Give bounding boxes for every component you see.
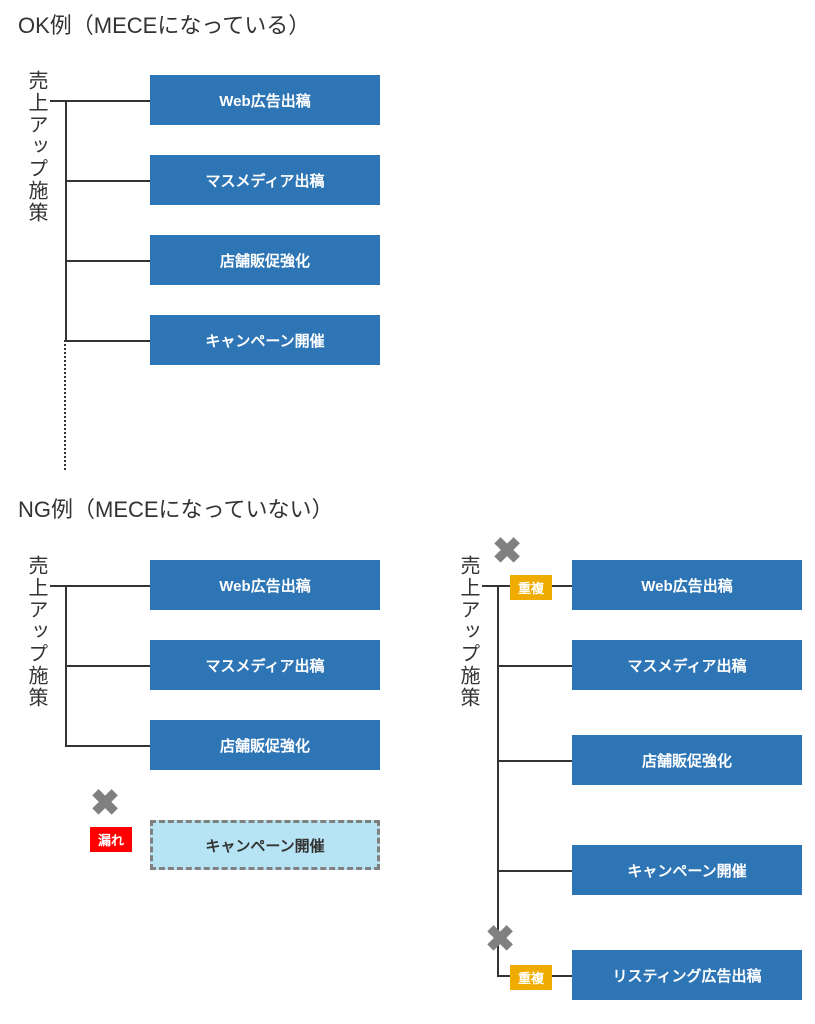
x-mark-icon: ✖ — [485, 918, 515, 960]
x-mark-icon: ✖ — [492, 530, 522, 572]
ng-right-root-label: 売上アップ施策 — [454, 555, 483, 709]
connector-line — [497, 870, 572, 872]
connector-line — [65, 745, 150, 747]
badge-duplicate-top: 重複 — [510, 575, 552, 600]
ng-left-node-2: 店舗販促強化 — [150, 720, 380, 770]
ok-node-0: Web広告出稿 — [150, 75, 380, 125]
connector-line — [65, 100, 67, 340]
badge-leak: 漏れ — [90, 827, 132, 852]
ng-left-root-label: 売上アップ施策 — [22, 555, 51, 709]
ng-left-node-0: Web広告出稿 — [150, 560, 380, 610]
ng-right-node-2: 店舗販促強化 — [572, 735, 802, 785]
ng-section-title: NG例（MECEになっていない） — [18, 492, 333, 524]
connector-line — [65, 665, 150, 667]
connector-line — [497, 585, 499, 975]
ng-right-node-4: リスティング広告出稿 — [572, 950, 802, 1000]
connector-line — [497, 760, 572, 762]
ok-node-2: 店舗販促強化 — [150, 235, 380, 285]
ng-right-node-0: Web広告出稿 — [572, 560, 802, 610]
ng-right-node-3: キャンペーン開催 — [572, 845, 802, 895]
ok-node-3: キャンペーン開催 — [150, 315, 380, 365]
ng-left-node-1: マスメディア出稿 — [150, 640, 380, 690]
ng-right-node-1: マスメディア出稿 — [572, 640, 802, 690]
x-mark-icon: ✖ — [90, 782, 120, 824]
ok-root-label: 売上アップ施策 — [22, 70, 51, 224]
connector-dotted — [64, 340, 66, 470]
badge-duplicate-bottom: 重複 — [510, 965, 552, 990]
ok-node-1: マスメディア出稿 — [150, 155, 380, 205]
connector-line — [65, 340, 150, 342]
connector-line — [65, 180, 150, 182]
ng-left-node-missing: キャンペーン開催 — [150, 820, 380, 870]
connector-line — [497, 665, 572, 667]
connector-line — [65, 260, 150, 262]
ok-section-title: OK例（MECEになっている） — [18, 8, 310, 40]
